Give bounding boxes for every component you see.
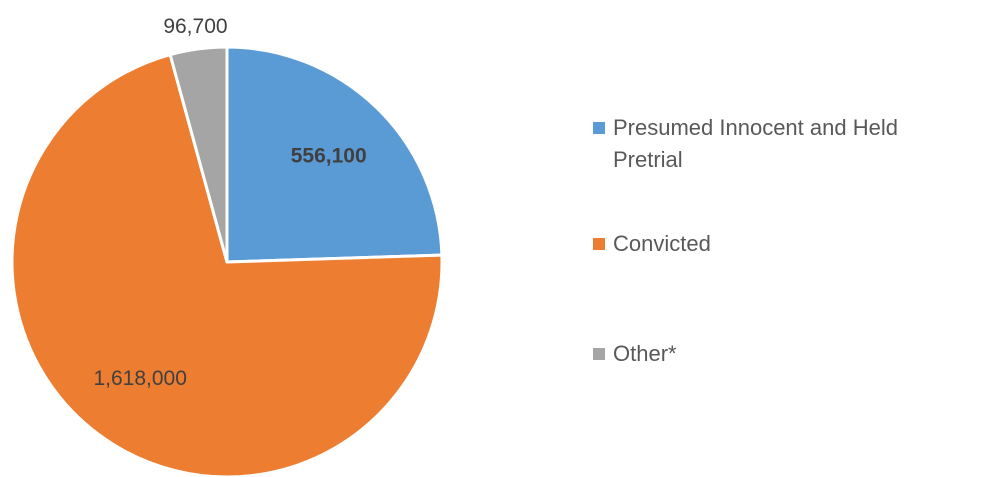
pie-slice (225, 45, 444, 264)
data-label: 556,100 (291, 145, 367, 168)
pie-slice (168, 45, 229, 263)
data-label: 96,700 (163, 15, 227, 38)
legend-swatch (593, 348, 605, 360)
legend-label: Other* (613, 341, 677, 366)
legend-swatch (593, 238, 605, 250)
data-label: 1,618,000 (93, 367, 186, 390)
legend-item: Presumed Innocent and Held Pretrial (593, 112, 953, 176)
legend-swatch (593, 122, 605, 134)
legend-item: Convicted (593, 228, 953, 260)
legend-label: Presumed Innocent and Held Pretrial (613, 115, 898, 172)
legend-label: Convicted (613, 231, 711, 256)
pie-slice (10, 52, 444, 477)
legend: Presumed Innocent and Held Pretrial Convi… (593, 112, 953, 370)
legend-item: Other* (593, 338, 953, 370)
